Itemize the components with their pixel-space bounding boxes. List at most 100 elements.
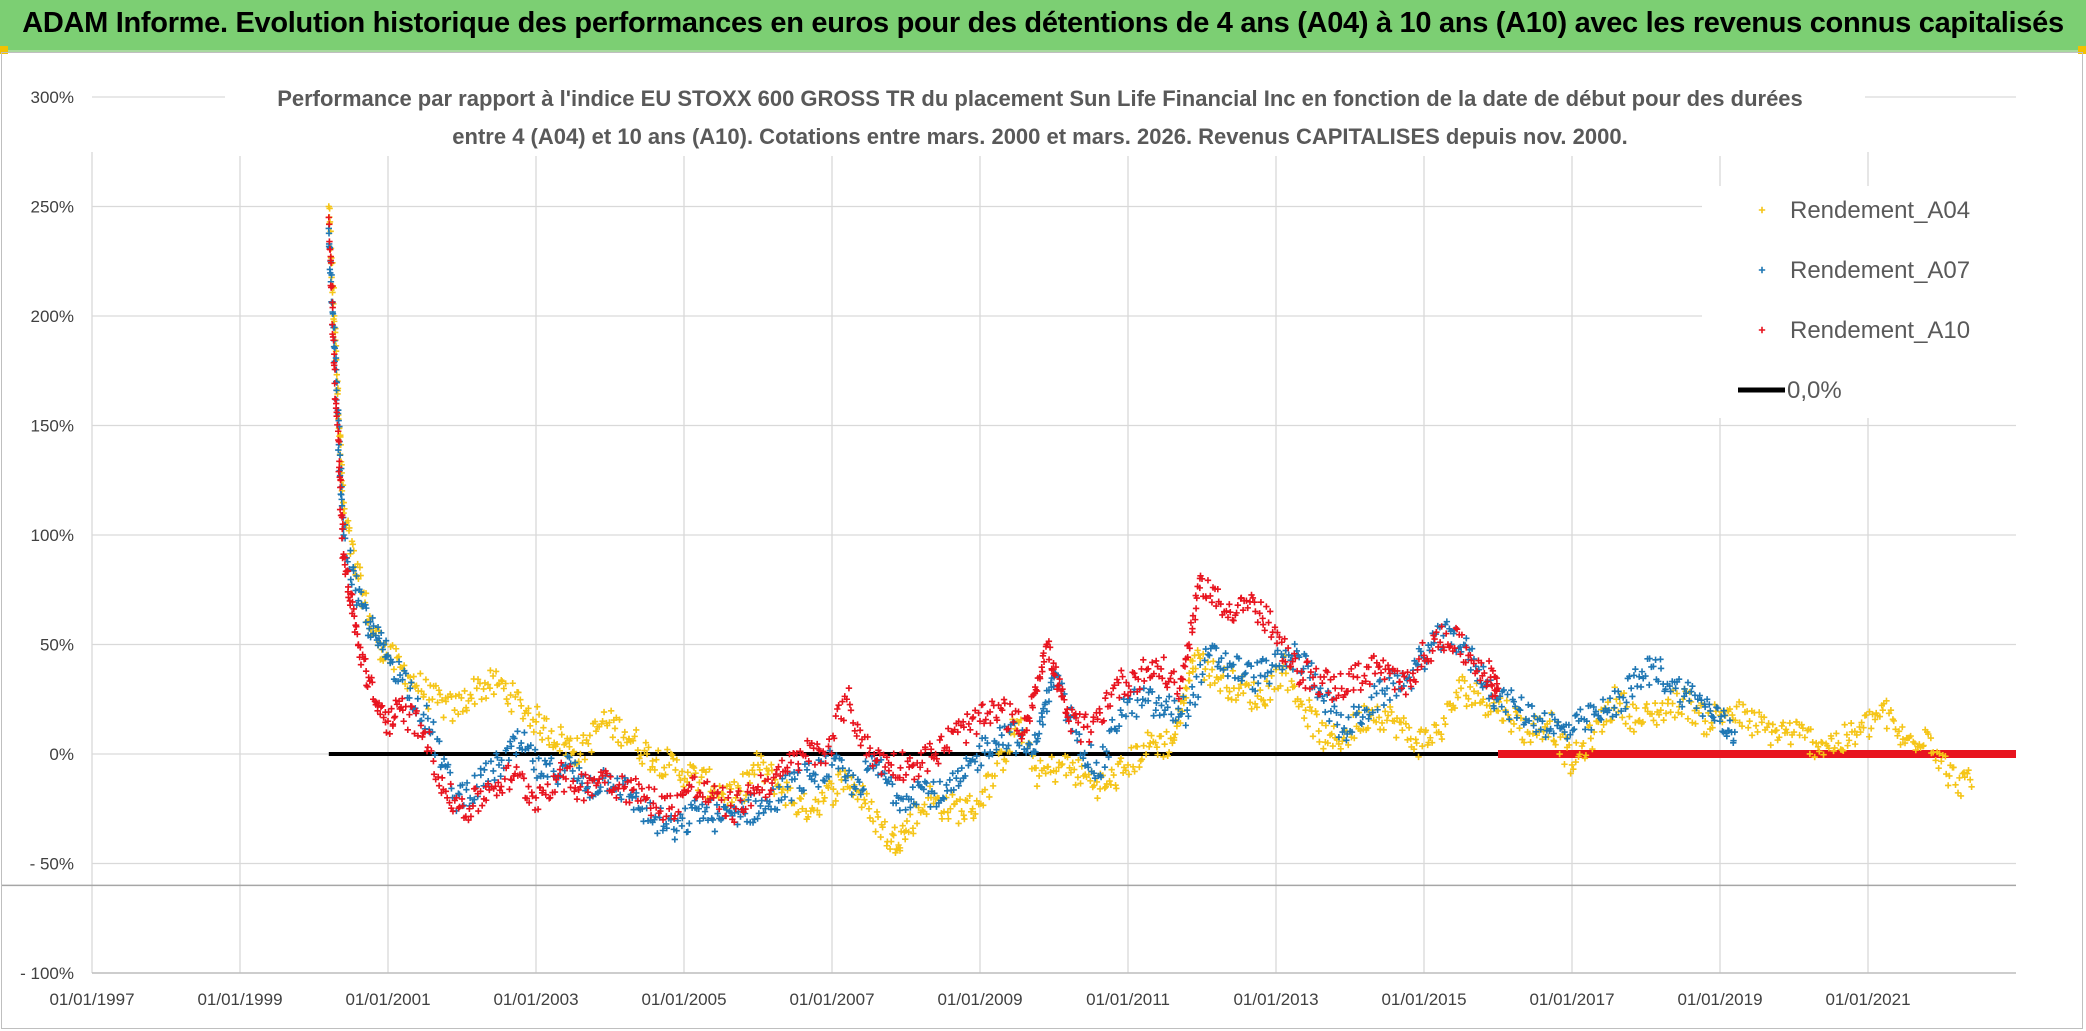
point-rendement-a10-fill <box>1226 601 1233 608</box>
point-rendement-a04 <box>577 750 584 758</box>
point-rendement-a04-fill <box>1161 740 1168 748</box>
point-rendement-a07-fill <box>1194 693 1202 701</box>
point-rendement-a10 <box>466 805 473 812</box>
point-rendement-a04 <box>754 761 762 769</box>
point-rendement-a07-fill <box>925 790 932 797</box>
point-rendement-a07-fill <box>1242 669 1249 677</box>
point-rendement-a04-fill <box>1378 719 1386 727</box>
point-rendement-a07-fill <box>1564 735 1571 742</box>
point-rendement-a10-fill <box>1224 614 1232 621</box>
point-rendement-a04-fill <box>629 737 637 744</box>
point-rendement-a10-fill <box>906 754 914 762</box>
point-rendement-a07-fill <box>1565 721 1573 729</box>
point-rendement-a10-fill <box>778 757 786 764</box>
point-rendement-a10-fill <box>1256 610 1263 617</box>
point-rendement-a10-fill <box>847 707 855 714</box>
point-rendement-a04-fill <box>1570 765 1577 773</box>
point-rendement-a04-fill <box>1007 729 1014 737</box>
point-rendement-a07-fill <box>424 715 432 722</box>
point-rendement-a10-fill <box>917 749 925 756</box>
point-rendement-a10-fill <box>1254 619 1261 626</box>
point-rendement-a04-fill <box>440 714 447 721</box>
point-rendement-a10-fill <box>758 786 766 794</box>
point-rendement-a04-fill <box>989 782 997 790</box>
point-rendement-a04-fill <box>1678 710 1685 718</box>
point-rendement-a04-fill <box>390 666 398 673</box>
point-rendement-a10-fill <box>784 768 791 775</box>
point-rendement-a10-fill <box>638 785 646 792</box>
point-rendement-a04-fill <box>1422 727 1430 734</box>
point-rendement-a07-fill <box>1555 718 1562 726</box>
point-rendement-a04-fill <box>1562 734 1570 741</box>
point-rendement-a04-fill <box>1897 741 1904 748</box>
point-rendement-a04-fill <box>1182 684 1189 691</box>
point-rendement-a10-fill <box>775 763 782 771</box>
point-rendement-a07-fill <box>845 767 853 774</box>
point-rendement-a04-fill <box>696 779 703 786</box>
point-rendement-a04-fill <box>1820 751 1827 758</box>
point-rendement-a10-fill <box>1219 611 1226 619</box>
point-rendement-a10-fill <box>378 702 386 709</box>
point-rendement-a04 <box>1901 739 1909 747</box>
point-rendement-a07-fill <box>347 547 354 554</box>
point-rendement-a04-fill <box>1059 760 1066 768</box>
point-rendement-a07-fill <box>618 796 625 803</box>
point-rendement-a04-fill <box>1798 721 1805 728</box>
point-rendement-a10-fill <box>1118 667 1125 674</box>
point-rendement-a04-fill <box>1144 729 1151 736</box>
point-rendement-a04-fill <box>1142 751 1150 758</box>
point-rendement-a07-fill <box>1518 694 1525 701</box>
point-rendement-a10-fill <box>626 799 633 806</box>
point-rendement-a04-fill <box>902 835 909 843</box>
point-rendement-a04-fill <box>1840 747 1847 754</box>
point-rendement-a04-fill <box>1448 706 1455 714</box>
point-rendement-a07-fill <box>950 786 957 794</box>
point-rendement-a07-fill <box>674 817 681 824</box>
point-rendement-a04-fill <box>1758 719 1766 726</box>
point-rendement-a07 <box>1250 674 1257 681</box>
point-rendement-a10-fill <box>364 683 371 690</box>
point-rendement-a10-fill <box>1470 660 1478 667</box>
point-rendement-a10-fill <box>668 803 676 811</box>
point-rendement-a07-fill <box>477 771 485 779</box>
point-rendement-a04-fill <box>1669 700 1676 707</box>
point-rendement-a07-fill <box>1077 751 1084 759</box>
point-rendement-a10 <box>1398 685 1405 692</box>
point-rendement-a10-fill <box>346 601 354 609</box>
point-rendement-a07-fill <box>329 310 337 318</box>
point-rendement-a04-fill <box>1653 721 1660 728</box>
point-rendement-a10-fill <box>357 644 364 651</box>
point-rendement-a10-fill <box>1259 621 1267 628</box>
point-rendement-a10-fill <box>1259 615 1266 622</box>
point-rendement-a04-fill <box>553 741 561 748</box>
point-rendement-a07-fill <box>1547 725 1554 733</box>
point-rendement-a10-fill <box>762 794 769 801</box>
point-rendement-a04-fill <box>1752 722 1760 729</box>
point-rendement-a07-fill <box>506 738 514 745</box>
point-rendement-a07 <box>695 805 702 812</box>
point-rendement-a10 <box>1176 685 1183 692</box>
point-rendement-a04-fill <box>623 739 631 746</box>
point-rendement-a07-fill <box>1152 707 1160 714</box>
point-rendement-a04-fill <box>706 766 713 773</box>
point-rendement-a07-fill <box>1390 680 1397 687</box>
point-rendement-a04-fill <box>1313 711 1320 718</box>
point-rendement-a04-fill <box>1177 719 1184 727</box>
point-rendement-a10-fill <box>1438 623 1445 630</box>
point-rendement-a07-fill <box>1618 707 1625 715</box>
point-rendement-a04-fill <box>543 715 550 723</box>
point-rendement-a10-fill <box>388 705 395 712</box>
point-rendement-a07-fill <box>1222 650 1229 657</box>
point-rendement-a04-fill <box>1619 714 1626 721</box>
point-rendement-a10-fill <box>897 764 904 772</box>
point-rendement-a04-fill <box>567 735 574 742</box>
point-rendement-a04-fill <box>825 784 832 791</box>
point-rendement-a10-fill <box>1184 653 1191 661</box>
point-rendement-a07-fill <box>1710 714 1717 721</box>
point-rendement-a10-fill <box>935 760 942 767</box>
point-rendement-a07-fill <box>1276 662 1283 669</box>
point-rendement-a10-fill <box>329 333 337 341</box>
point-rendement-a10-fill <box>896 774 903 781</box>
point-rendement-a10-fill <box>1090 714 1097 721</box>
point-rendement-a04-fill <box>1094 795 1101 802</box>
